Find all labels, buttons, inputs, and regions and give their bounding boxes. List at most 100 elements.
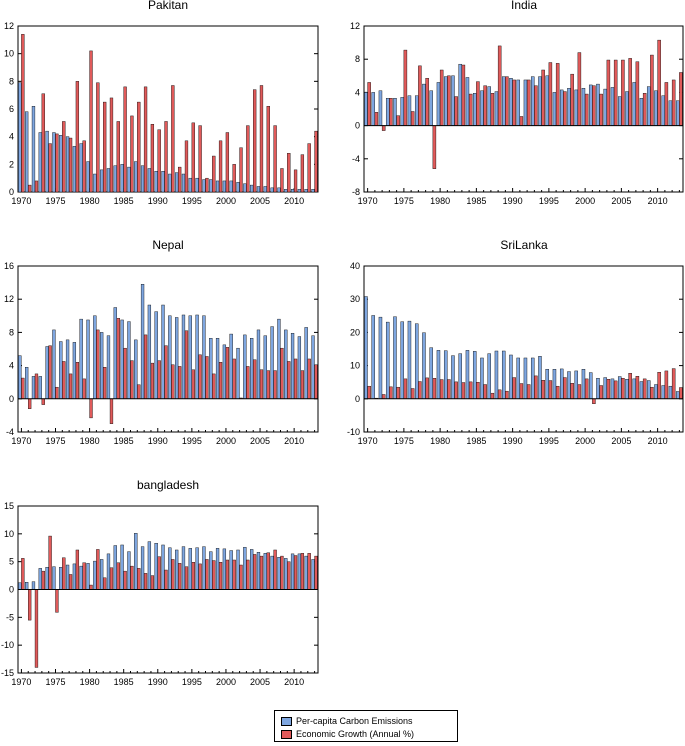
bar-carbon-india-2008 xyxy=(639,98,644,126)
bar-carbon-srilanka-1974 xyxy=(393,316,397,399)
bar-carbon-india-1999 xyxy=(574,89,578,126)
bar-carbon-nepal-1986 xyxy=(127,321,131,399)
bar-growth-bangladesh-2007 xyxy=(273,549,277,590)
bar-growth-pakitan-2013 xyxy=(314,130,318,193)
bar-carbon-pakitan-1983 xyxy=(106,168,111,193)
bar-growth-india-2008 xyxy=(642,93,647,126)
bar-growth-nepal-2006 xyxy=(266,370,270,399)
y-tick-label-pakitan: 10 xyxy=(4,49,14,59)
bar-carbon-pakitan-1978 xyxy=(72,146,77,193)
bar-growth-srilanka-1999 xyxy=(577,384,582,399)
bar-carbon-pakitan-2007 xyxy=(270,187,274,193)
bar-growth-india-1984 xyxy=(468,93,473,126)
bar-growth-pakitan-1990 xyxy=(157,129,161,193)
bar-growth-pakitan-1987 xyxy=(137,101,141,193)
bar-carbon-nepal-1975 xyxy=(52,329,56,400)
bar-growth-india-1976 xyxy=(410,111,415,126)
y-tick-label-nepal: -4 xyxy=(6,427,14,437)
bar-growth-bangladesh-1992 xyxy=(171,559,175,590)
x-tick-label-pakitan: 1995 xyxy=(182,196,202,206)
bar-carbon-nepal-2004 xyxy=(250,338,254,399)
bar-carbon-india-1985 xyxy=(472,93,477,126)
bar-growth-pakitan-2010 xyxy=(293,169,298,193)
bar-carbon-srilanka-1970 xyxy=(364,296,368,400)
bar-growth-pakitan-2004 xyxy=(253,89,257,193)
bar-carbon-bangladesh-1978 xyxy=(72,563,77,590)
legend-swatch-growth xyxy=(281,729,292,739)
bar-carbon-nepal-1989 xyxy=(147,304,152,400)
bar-growth-srilanka-2001 xyxy=(592,398,596,404)
bar-growth-srilanka-1982 xyxy=(454,381,458,400)
bar-carbon-india-1983 xyxy=(458,63,462,126)
bar-carbon-india-1991 xyxy=(516,79,520,126)
bar-growth-india-1988 xyxy=(497,45,502,126)
bar-carbon-bangladesh-1993 xyxy=(175,549,179,590)
bar-carbon-srilanka-1985 xyxy=(472,351,477,400)
bar-growth-nepal-2003 xyxy=(246,366,250,399)
y-tick-label-bangladesh: -15 xyxy=(1,668,14,678)
bar-carbon-bangladesh-1982 xyxy=(100,559,104,590)
x-tick-label-pakitan: 1970 xyxy=(11,196,31,206)
bar-carbon-bangladesh-1971 xyxy=(25,582,29,590)
legend-swatch-carbon xyxy=(281,716,292,726)
bar-growth-bangladesh-1995 xyxy=(191,562,195,590)
bar-carbon-india-1971 xyxy=(371,92,375,126)
bar-growth-india-2010 xyxy=(657,39,661,126)
bar-carbon-srilanka-2005 xyxy=(617,376,622,399)
x-tick-label-srilanka: 1980 xyxy=(430,436,450,446)
bar-growth-pakitan-1976 xyxy=(62,121,66,193)
bar-carbon-bangladesh-2004 xyxy=(250,549,254,590)
bar-growth-india-1987 xyxy=(490,93,495,126)
bar-carbon-nepal-1997 xyxy=(202,315,206,399)
bar-carbon-bangladesh-1997 xyxy=(202,546,206,590)
bar-growth-pakitan-1983 xyxy=(109,97,114,193)
bar-carbon-pakitan-1991 xyxy=(161,171,165,193)
bar-carbon-pakitan-1971 xyxy=(25,111,29,193)
bar-growth-bangladesh-2004 xyxy=(253,554,257,590)
y-tick-label-srilanka: -10 xyxy=(347,427,360,437)
bar-growth-nepal-1987 xyxy=(137,384,141,400)
bar-growth-pakitan-1981 xyxy=(96,82,100,193)
x-tick-label-srilanka: 1975 xyxy=(394,436,414,446)
bar-growth-india-1989 xyxy=(505,76,509,126)
bar-carbon-srilanka-1996 xyxy=(552,369,557,400)
bar-growth-bangladesh-1990 xyxy=(157,556,161,590)
bar-growth-india-1970 xyxy=(367,82,371,126)
bar-carbon-nepal-1974 xyxy=(45,346,49,400)
bar-growth-india-1996 xyxy=(555,63,560,126)
bar-growth-bangladesh-1979 xyxy=(82,562,86,590)
bar-carbon-bangladesh-1998 xyxy=(209,551,213,590)
bar-carbon-india-1974 xyxy=(393,98,397,126)
bar-carbon-bangladesh-1986 xyxy=(127,551,131,590)
bar-growth-pakitan-2005 xyxy=(259,85,264,193)
x-tick-label-nepal: 1990 xyxy=(148,436,168,446)
bar-growth-srilanka-2010 xyxy=(657,372,661,399)
bar-growth-srilanka-2002 xyxy=(599,385,603,399)
bar-growth-nepal-2007 xyxy=(273,370,277,399)
bar-growth-nepal-1977 xyxy=(68,373,73,399)
panel-bangladesh: bangladesh -15 -10 -5 0 5 10 15 1970 1975 1980 1985… xyxy=(1,478,319,687)
x-tick-label-nepal: 1970 xyxy=(11,436,31,446)
bar-carbon-pakitan-2003 xyxy=(243,183,247,193)
bar-carbon-nepal-1980 xyxy=(86,319,90,400)
bar-growth-bangladesh-1983 xyxy=(109,567,114,590)
bar-growth-srilanka-1985 xyxy=(476,382,480,400)
x-tick-label-india: 1985 xyxy=(466,196,486,206)
x-tick-label-india: 2000 xyxy=(575,196,595,206)
bar-growth-bangladesh-2009 xyxy=(287,561,291,590)
plot-frame-nepal xyxy=(17,265,319,433)
y-tick-label-srilanka: 0 xyxy=(355,394,360,404)
bar-growth-pakitan-1974 xyxy=(48,143,52,193)
legend: Per-capita Carbon Emissions Economic Gro… xyxy=(274,710,458,742)
x-tick-label-pakitan: 2005 xyxy=(250,196,270,206)
bar-growth-india-1973 xyxy=(389,98,393,126)
bar-carbon-pakitan-1999 xyxy=(215,180,220,193)
bar-growth-srilanka-2000 xyxy=(584,378,589,400)
y-tick-label-nepal: 12 xyxy=(4,294,14,304)
bar-carbon-nepal-2010 xyxy=(290,333,295,400)
bar-growth-pakitan-1975 xyxy=(55,133,59,193)
bar-growth-india-1999 xyxy=(577,52,582,126)
bar-growth-bangladesh-2001 xyxy=(232,559,236,590)
bar-carbon-pakitan-1996 xyxy=(195,177,199,193)
bar-growth-bangladesh-2008 xyxy=(280,555,284,590)
